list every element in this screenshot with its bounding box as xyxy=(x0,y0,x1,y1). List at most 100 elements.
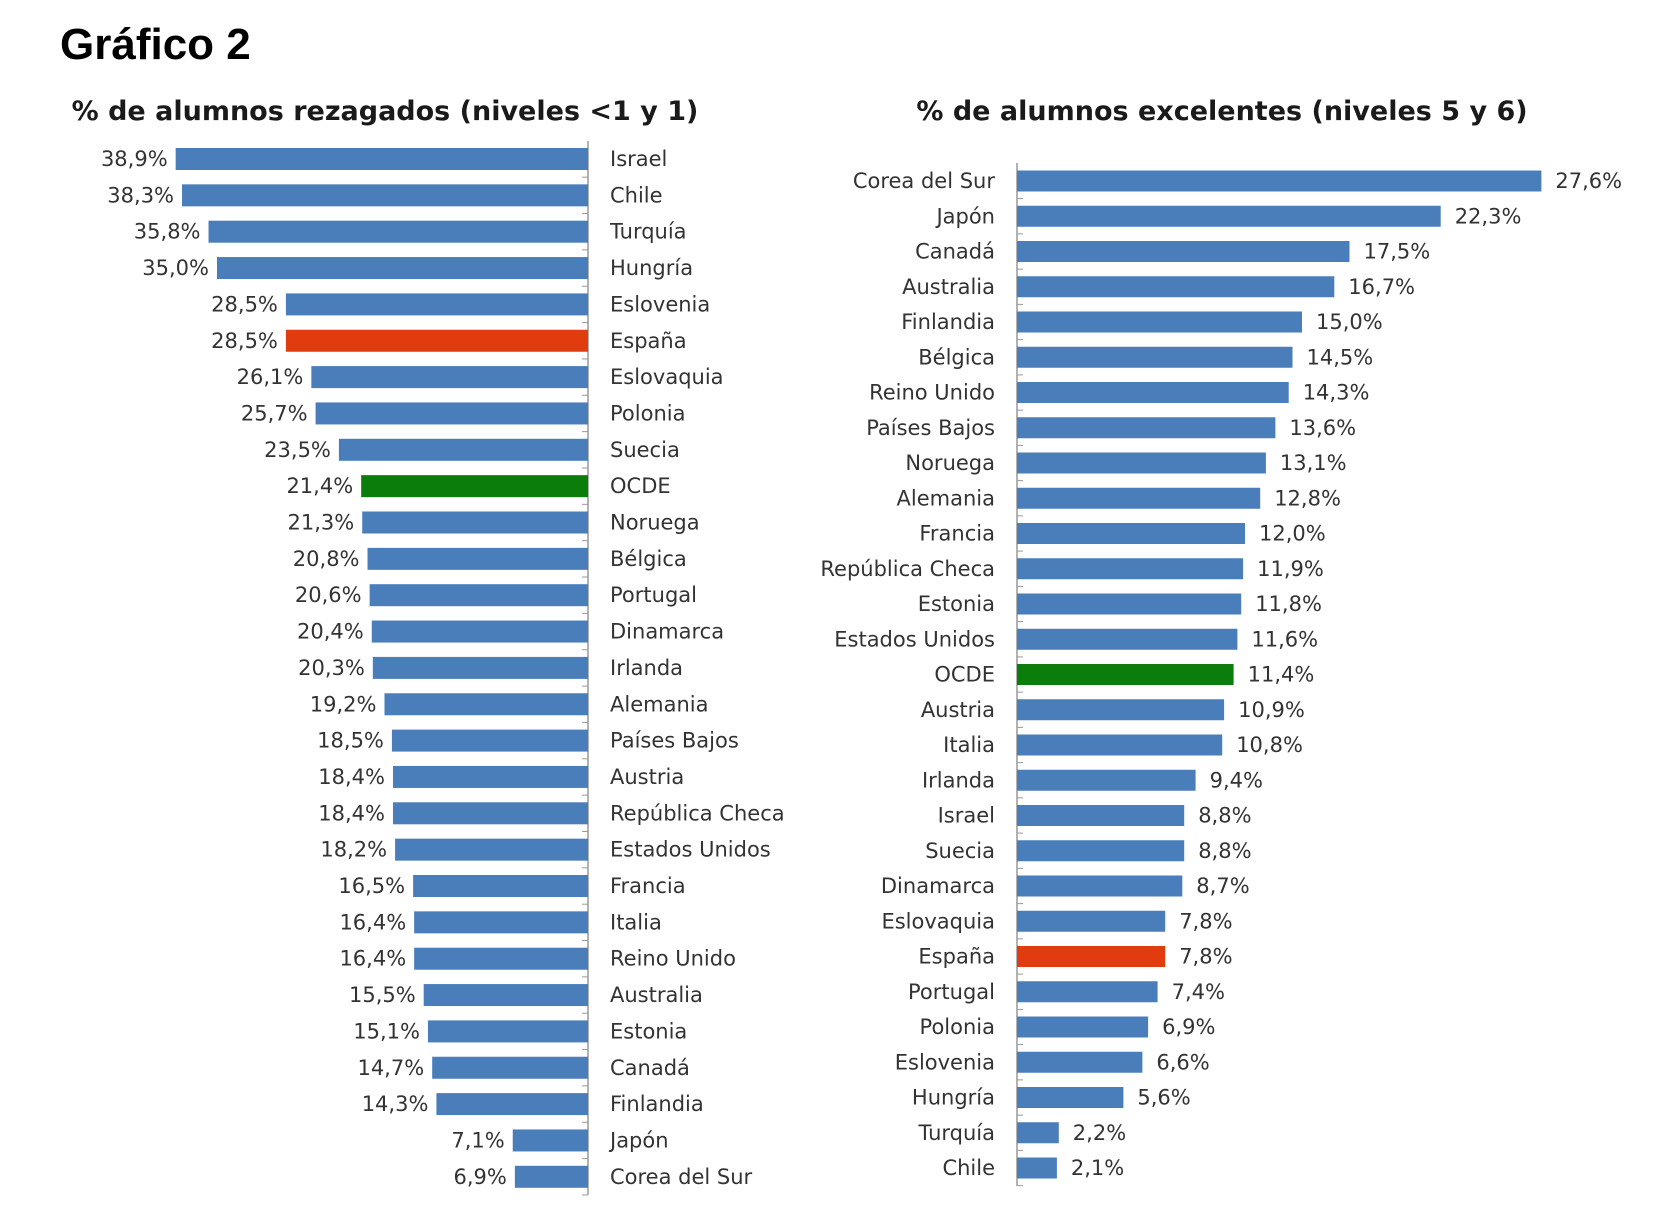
left-bar-paises-bajos xyxy=(391,729,588,752)
left-value-label-francia: 16,5% xyxy=(338,874,405,898)
right-value-label-eslovenia: 6,6% xyxy=(1156,1050,1209,1074)
left-chart: 38,9% Israel 38,3% Chile 35,8% Turquía 35,0% Hu… xyxy=(101,141,785,1196)
right-value-label-espana: 7,8% xyxy=(1179,945,1232,969)
right-value-label-hungria: 5,6% xyxy=(1137,1086,1190,1110)
left-bar-turquia xyxy=(208,220,588,243)
right-category-label-reino-unido: Reino Unido xyxy=(869,381,995,405)
right-bar-reino-unido xyxy=(1017,382,1289,403)
left-value-label-espana: 28,5% xyxy=(211,329,278,353)
right-value-label-eslovaquia: 7,8% xyxy=(1179,909,1232,933)
left-value-label-israel: 38,9% xyxy=(101,147,168,171)
right-category-label-italia: Italia xyxy=(943,733,995,757)
left-value-label-turquia: 35,8% xyxy=(134,220,201,244)
right-value-label-turquia: 2,2% xyxy=(1073,1121,1126,1145)
right-bar-japon xyxy=(1017,205,1441,227)
left-bar-finlandia xyxy=(436,1093,588,1116)
left-value-label-portugal: 20,6% xyxy=(295,583,362,607)
left-value-label-estados-unidos: 18,2% xyxy=(320,838,387,862)
right-chart: 27,6% Corea del Sur 22,3% Japón 17,5% Canadá 1… xyxy=(820,163,1622,1187)
right-value-label-suecia: 8,8% xyxy=(1198,839,1251,863)
right-value-label-australia: 16,7% xyxy=(1348,275,1415,299)
right-category-label-paises-bajos: Países Bajos xyxy=(866,416,995,440)
right-value-label-reino-unido: 14,3% xyxy=(1303,381,1370,405)
left-category-label-hungria: Hungría xyxy=(610,256,693,280)
left-category-label-italia: Italia xyxy=(610,910,662,934)
right-bar-alemania xyxy=(1017,487,1261,509)
left-value-label-canada: 14,7% xyxy=(357,1056,424,1080)
right-bar-dinamarca xyxy=(1017,875,1183,897)
right-value-label-estonia: 11,8% xyxy=(1255,592,1322,616)
right-value-label-italia: 10,8% xyxy=(1236,733,1303,757)
right-category-label-israel: Israel xyxy=(938,804,995,828)
right-value-label-paises-bajos: 13,6% xyxy=(1289,416,1356,440)
left-bar-republica-checa xyxy=(392,802,588,825)
right-bar-chile xyxy=(1017,1157,1057,1179)
left-category-label-turquia: Turquía xyxy=(609,220,687,244)
left-bar-italia xyxy=(414,911,588,934)
left-category-label-chile: Chile xyxy=(610,183,663,207)
left-category-label-eslovaquia: Eslovaquia xyxy=(610,365,724,389)
left-value-label-austria: 18,4% xyxy=(318,765,385,789)
left-category-label-francia: Francia xyxy=(610,874,686,898)
right-value-label-ocde: 11,4% xyxy=(1248,663,1315,687)
right-value-label-polonia: 6,9% xyxy=(1162,1015,1215,1039)
left-bar-corea-del-sur xyxy=(514,1165,588,1188)
right-value-label-estados-unidos: 11,6% xyxy=(1251,627,1318,651)
right-category-label-eslovaquia: Eslovaquia xyxy=(881,909,995,933)
left-bar-belgica xyxy=(367,547,588,570)
right-value-label-irlanda: 9,4% xyxy=(1210,768,1263,792)
left-bar-polonia xyxy=(315,402,588,425)
left-bar-canada xyxy=(432,1056,588,1079)
left-category-label-dinamarca: Dinamarca xyxy=(610,620,724,644)
right-bar-italia xyxy=(1017,734,1223,756)
left-category-label-eslovenia: Eslovenia xyxy=(610,292,710,316)
left-category-label-australia: Australia xyxy=(610,983,703,1007)
right-value-label-francia: 12,0% xyxy=(1259,522,1326,546)
left-value-label-ocde: 21,4% xyxy=(286,474,353,498)
page-heading: Gráfico 2 xyxy=(60,20,251,69)
left-category-label-polonia: Polonia xyxy=(610,401,685,425)
left-bar-espana xyxy=(285,329,588,352)
right-category-label-finlandia: Finlandia xyxy=(901,310,995,334)
right-bar-ocde xyxy=(1017,664,1234,685)
left-value-label-belgica: 20,8% xyxy=(293,547,360,571)
right-category-label-estados-unidos: Estados Unidos xyxy=(834,627,995,651)
left-value-label-suecia: 23,5% xyxy=(264,438,331,462)
left-value-label-italia: 16,4% xyxy=(339,910,406,934)
right-bar-turquia xyxy=(1017,1122,1059,1144)
left-value-label-noruega: 21,3% xyxy=(288,511,355,535)
right-bar-belgica xyxy=(1017,346,1293,368)
left-value-label-estonia: 15,1% xyxy=(353,1019,420,1043)
right-value-label-republica-checa: 11,9% xyxy=(1257,557,1324,581)
right-bar-paises-bajos xyxy=(1017,417,1276,439)
left-bar-ocde xyxy=(361,475,588,498)
left-bar-estados-unidos xyxy=(395,838,588,861)
left-bar-japon xyxy=(512,1129,588,1152)
left-bar-israel xyxy=(175,148,588,170)
right-bar-espana xyxy=(1017,946,1166,967)
right-category-label-dinamarca: Dinamarca xyxy=(881,874,995,898)
left-value-label-irlanda: 20,3% xyxy=(298,656,365,680)
right-value-label-canada: 17,5% xyxy=(1364,240,1431,264)
right-bar-eslovenia xyxy=(1017,1051,1143,1073)
right-category-label-portugal: Portugal xyxy=(908,980,995,1004)
right-value-label-chile: 2,1% xyxy=(1071,1156,1124,1180)
right-bar-canada xyxy=(1017,241,1350,262)
right-chart-title: % de alumnos excelentes (niveles 5 y 6) xyxy=(916,96,1527,127)
right-value-label-noruega: 13,1% xyxy=(1280,451,1347,475)
left-category-label-finlandia: Finlandia xyxy=(610,1092,704,1116)
right-bar-polonia xyxy=(1017,1016,1149,1038)
right-bar-republica-checa xyxy=(1017,558,1244,580)
right-bar-portugal xyxy=(1017,981,1158,1003)
left-chart-title: % de alumnos rezagados (niveles <1 y 1) xyxy=(72,96,699,127)
right-value-label-belgica: 14,5% xyxy=(1307,345,1374,369)
left-category-label-paises-bajos: Países Bajos xyxy=(610,729,739,753)
right-category-label-suecia: Suecia xyxy=(925,839,995,863)
left-category-label-belgica: Bélgica xyxy=(610,547,687,571)
right-bar-finlandia xyxy=(1017,311,1302,333)
left-category-label-alemania: Alemania xyxy=(610,692,708,716)
right-bar-australia xyxy=(1017,276,1335,298)
right-category-label-japon: Japón xyxy=(934,204,995,228)
right-bar-austria xyxy=(1017,699,1225,721)
